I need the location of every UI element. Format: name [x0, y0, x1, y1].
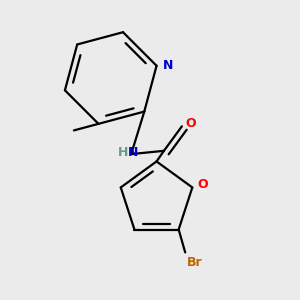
Text: O: O — [186, 117, 196, 130]
Text: N: N — [128, 146, 138, 159]
Text: N: N — [163, 59, 173, 72]
Text: O: O — [197, 178, 208, 191]
Text: H: H — [118, 146, 128, 159]
Text: Br: Br — [187, 256, 203, 269]
